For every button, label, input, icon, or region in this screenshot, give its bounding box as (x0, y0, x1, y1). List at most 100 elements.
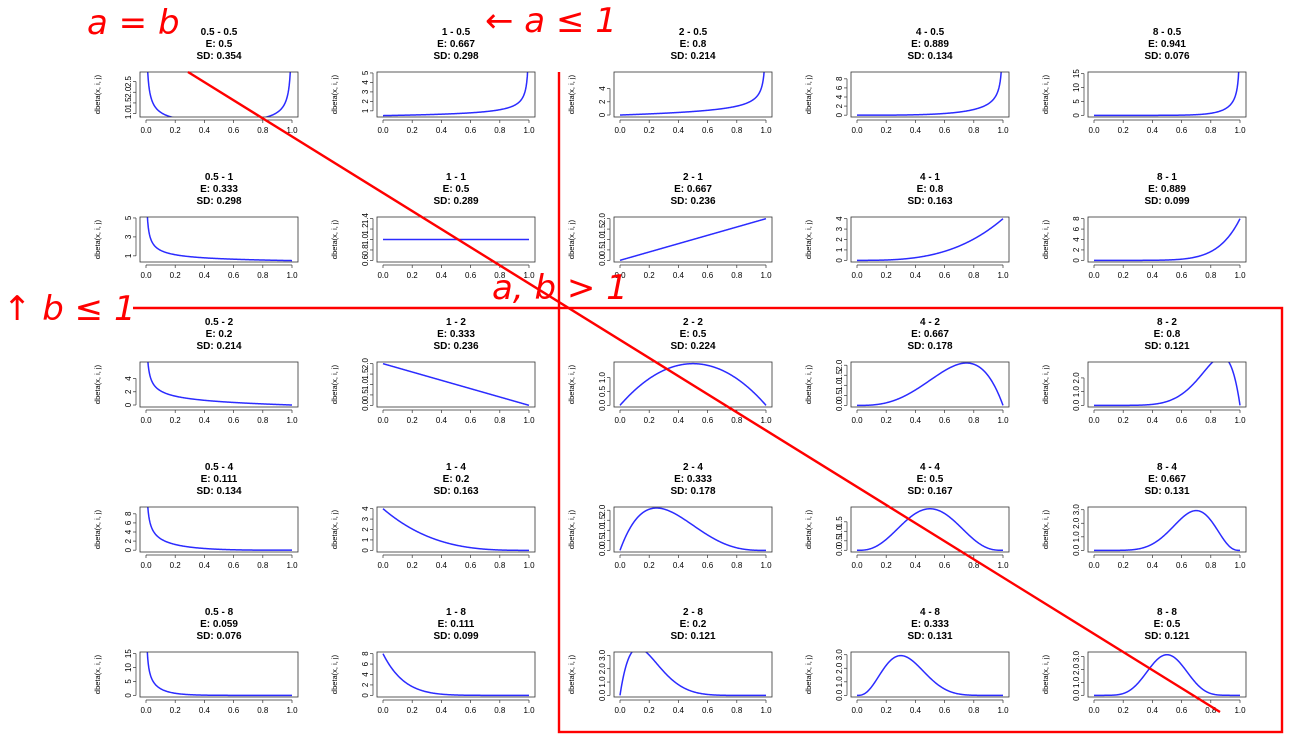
x-tick-label: 0.4 (199, 706, 211, 715)
panel-sd: SD: 0.289 (433, 196, 478, 207)
density-curve (619, 217, 767, 262)
density-curve (857, 654, 1003, 697)
x-tick-label: 0.2 (407, 126, 419, 135)
y-tick-label: 0.5 (598, 534, 607, 546)
y-tick-label: 5 (361, 70, 370, 75)
panel-title: 8 - 2 (1157, 317, 1177, 328)
panel-title: 2 - 8 (683, 607, 703, 618)
y-tick-label: 0.0 (598, 254, 607, 266)
x-tick-label: 0.6 (465, 561, 477, 570)
y-tick-label: 1.2 (361, 223, 370, 235)
y-tick-label: 10 (124, 663, 133, 672)
panel-sd: SD: 0.178 (670, 486, 715, 497)
x-tick-label: 0.0 (851, 706, 863, 715)
x-tick-label: 0.4 (673, 416, 685, 425)
panel-title: 1 - 8 (446, 607, 466, 618)
x-tick-label: 0.2 (881, 126, 893, 135)
panel-sd: SD: 0.121 (670, 631, 715, 642)
panel-sd: SD: 0.236 (670, 196, 715, 207)
x-tick-label: 1.0 (286, 126, 298, 135)
y-tick-label: 1.0 (361, 378, 370, 390)
panel-mean: E: 0.333 (674, 474, 712, 485)
panel-title: 4 - 0.5 (916, 27, 945, 38)
density-curve (146, 217, 293, 262)
x-tick-label: 0.0 (140, 416, 152, 425)
plot-frame (850, 651, 1010, 698)
x-tick-label: 0.6 (228, 561, 240, 570)
panel-sd: SD: 0.163 (433, 486, 478, 497)
y-tick-label: 4 (835, 216, 844, 221)
y-tick-label: 6 (361, 661, 370, 666)
y-axis-label: dbeta(x, i, j) (93, 654, 102, 694)
x-tick-label: 0.4 (1147, 126, 1159, 135)
plot-frame (850, 506, 1010, 553)
panel-title: 1 - 4 (446, 462, 466, 473)
y-axis-label: dbeta(x, i, j) (804, 509, 813, 549)
plot-frame (613, 71, 773, 118)
y-tick-label: 8 (361, 651, 370, 656)
panel-title: 0.5 - 4 (205, 462, 234, 473)
x-tick-label: 0.8 (968, 561, 980, 570)
y-tick-label: 1.0 (1072, 531, 1081, 543)
y-tick-label: 15 (1072, 69, 1081, 78)
plot-frame (376, 506, 536, 553)
panel-sd: SD: 0.214 (670, 51, 715, 62)
x-tick-label: 0.6 (1176, 706, 1188, 715)
x-tick-label: 0.8 (731, 271, 743, 280)
x-tick-label: 0.8 (1205, 126, 1217, 135)
plot-frame (376, 71, 536, 118)
panel-mean: E: 0.8 (917, 184, 944, 195)
x-tick-label: 0.6 (702, 271, 714, 280)
x-tick-label: 0.2 (1118, 126, 1130, 135)
y-axis-label: dbeta(x, i, j) (93, 364, 102, 404)
y-tick-label: 0.5 (598, 244, 607, 256)
plot-frame (139, 506, 299, 553)
x-tick-label: 1.0 (1234, 271, 1246, 280)
x-tick-label: 0.0 (851, 271, 863, 280)
y-tick-label: 2.0 (835, 662, 844, 674)
x-tick-label: 0.2 (1118, 706, 1130, 715)
y-tick-label: 1.4 (361, 212, 370, 224)
y-axis-label: dbeta(x, i, j) (1041, 74, 1050, 114)
x-tick-label: 0.4 (1147, 706, 1159, 715)
x-tick-label: 1.0 (997, 416, 1009, 425)
y-tick-label: 1.0 (361, 233, 370, 245)
y-tick-label: 0.0 (598, 689, 607, 701)
x-tick-label: 0.8 (1205, 706, 1217, 715)
panel-mean: E: 0.889 (911, 39, 949, 50)
x-tick-label: 0.4 (436, 126, 448, 135)
panel-mean: E: 0.333 (200, 184, 238, 195)
y-tick-label: 3 (124, 234, 133, 239)
x-tick-label: 0.6 (702, 416, 714, 425)
y-tick-label: 1 (124, 253, 133, 258)
x-tick-label: 0.2 (881, 271, 893, 280)
y-tick-label: 2 (835, 103, 844, 108)
y-tick-label: 1.0 (598, 233, 607, 245)
y-tick-label: 3 (835, 226, 844, 231)
x-tick-label: 0.0 (851, 416, 863, 425)
density-curve (1094, 72, 1240, 117)
panel-sd: SD: 0.163 (907, 196, 952, 207)
y-tick-label: 1.5 (835, 516, 844, 528)
x-tick-label: 0.0 (614, 416, 626, 425)
x-tick-label: 0.4 (1147, 416, 1159, 425)
y-axis-label: dbeta(x, i, j) (804, 74, 813, 114)
panel-title: 2 - 1 (683, 172, 703, 183)
panel-sd: SD: 0.134 (196, 486, 241, 497)
panel-title: 0.5 - 1 (205, 172, 234, 183)
x-tick-label: 0.8 (257, 416, 269, 425)
y-tick-label: 2.0 (1072, 663, 1081, 675)
x-tick-label: 0.2 (644, 126, 656, 135)
panel-mean: E: 0.667 (1148, 474, 1186, 485)
x-tick-label: 0.8 (968, 706, 980, 715)
x-tick-label: 0.0 (140, 126, 152, 135)
y-tick-label: 0 (598, 112, 607, 117)
